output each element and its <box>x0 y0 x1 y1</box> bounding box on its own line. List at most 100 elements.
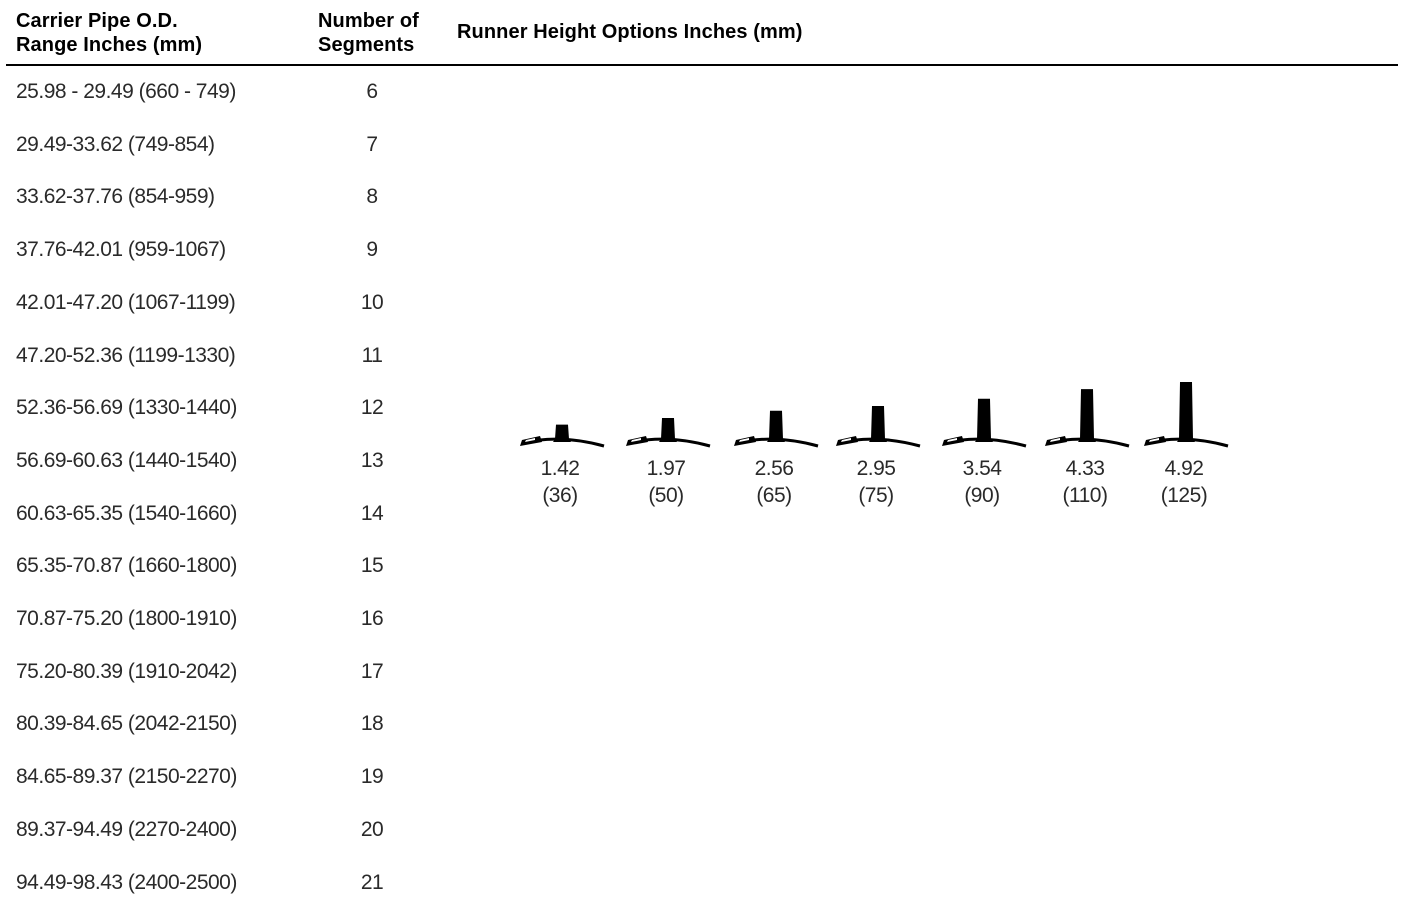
runner-clip <box>734 436 756 446</box>
header-runner-height-options: Runner Height Options Inches (mm) <box>457 21 803 43</box>
runner-post <box>767 410 785 442</box>
runner-option: 1.97 (50) <box>616 376 722 516</box>
runner-height-inches: 3.54 <box>962 457 1002 480</box>
runner-height-mm: (50) <box>648 484 684 507</box>
runner-option: 1.42 (36) <box>510 376 616 516</box>
runner-clip <box>1144 436 1166 446</box>
header-number-of-segments-line2: Segments <box>318 34 415 56</box>
carrier-pipe-range: 42.01-47.20 (1067-1199) <box>16 290 236 314</box>
runner-post <box>1078 389 1096 442</box>
header-carrier-pipe-od-line1: Carrier Pipe O.D. <box>16 10 178 32</box>
runner-height-inches: 2.56 <box>754 457 794 480</box>
carrier-pipe-range: 52.36-56.69 (1330-1440) <box>16 396 237 420</box>
segment-count: 6 <box>366 80 378 103</box>
table-row: 42.01-47.20 (1067-1199) 10 <box>0 277 440 329</box>
runner-profile-icon <box>626 417 711 448</box>
runner-clip-hole <box>947 438 957 442</box>
segment-count: 9 <box>366 238 378 262</box>
runner-post <box>1177 381 1195 442</box>
table-row: 25.98 - 29.49 (660 - 749) 6 <box>0 66 440 118</box>
header-carrier-pipe-od: Carrier Pipe O.D. Range Inches (mm) <box>16 9 306 57</box>
runner-height-mm: (65) <box>756 484 792 507</box>
runner-clip-hole <box>739 438 749 442</box>
runner-option: 4.33 (110) <box>1035 376 1141 516</box>
carrier-pipe-range: 29.49-33.62 (749-854) <box>16 132 215 156</box>
runner-clip <box>626 436 648 446</box>
runner-clip-hole <box>631 438 641 442</box>
carrier-pipe-range: 80.39-84.65 (2042-2150) <box>16 712 237 736</box>
table-row: 70.87-75.20 (1800-1910) 16 <box>0 593 440 645</box>
table-row: 80.39-84.65 (2042-2150) 18 <box>0 698 440 750</box>
segment-count: 16 <box>360 607 384 630</box>
carrier-pipe-range: 33.62-37.76 (854-959) <box>16 185 215 209</box>
runner-clip-hole <box>1050 438 1060 442</box>
runner-height-inches: 1.42 <box>540 457 580 480</box>
segment-count: 21 <box>360 870 384 894</box>
segment-count: 20 <box>360 817 384 841</box>
runner-clip <box>1045 436 1067 446</box>
carrier-pipe-range: 56.69-60.63 (1440-1540) <box>16 448 237 472</box>
runner-profile-icon <box>1045 389 1130 448</box>
table-row: 89.37-94.49 (2270-2400) 20 <box>0 804 440 856</box>
runner-height-mm: (110) <box>1062 484 1108 507</box>
table-row: 37.76-42.01 (959-1067) 9 <box>0 224 440 276</box>
runner-post <box>869 406 887 442</box>
runner-height-mm: (75) <box>858 484 894 507</box>
carrier-pipe-range: 25.98 - 29.49 (660 - 749) <box>16 80 236 103</box>
runner-post <box>553 424 571 442</box>
segment-count: 11 <box>361 343 383 367</box>
segment-count: 12 <box>360 396 384 420</box>
segment-count: 19 <box>360 765 384 789</box>
carrier-pipe-range: 37.76-42.01 (959-1067) <box>16 238 226 262</box>
segment-count: 13 <box>360 448 384 472</box>
table-row: 75.20-80.39 (1910-2042) 17 <box>0 646 440 698</box>
runner-profile-icon <box>520 424 605 448</box>
runner-profile-icon <box>836 406 921 448</box>
runner-height-options: 1.42 (36) 1.97 (50) 2.56 (65) 2.95 (75) 3.54 (90)… <box>510 376 1250 516</box>
runner-clip-hole <box>525 438 535 442</box>
carrier-pipe-range: 70.87-75.20 (1800-1910) <box>16 607 237 630</box>
runner-clip-hole <box>841 438 851 442</box>
header-number-of-segments: Number of Segments <box>318 9 438 57</box>
runner-clip <box>942 436 964 446</box>
table-row: 84.65-89.37 (2150-2270) 19 <box>0 751 440 803</box>
runner-height-inches: 2.95 <box>856 457 896 480</box>
segment-count: 15 <box>360 554 384 578</box>
runner-clip <box>836 436 858 446</box>
segment-count: 8 <box>366 185 378 209</box>
segment-count: 10 <box>360 290 384 314</box>
table-row: 29.49-33.62 (749-854) 7 <box>0 119 440 171</box>
runner-option: 2.95 (75) <box>826 376 932 516</box>
table-row: 65.35-70.87 (1660-1800) 15 <box>0 540 440 592</box>
runner-option: 4.92 (125) <box>1134 376 1240 516</box>
segment-count: 18 <box>360 712 384 736</box>
table-row: 33.62-37.76 (854-959) 8 <box>0 171 440 223</box>
runner-clip <box>520 436 542 446</box>
carrier-pipe-range: 94.49-98.43 (2400-2500) <box>16 870 237 894</box>
runner-profile-icon <box>942 398 1027 448</box>
segment-count: 14 <box>360 501 384 525</box>
carrier-pipe-range: 89.37-94.49 (2270-2400) <box>16 817 237 841</box>
header-carrier-pipe-od-line2: Range Inches (mm) <box>16 34 203 56</box>
runner-option: 2.56 (65) <box>724 376 830 516</box>
runner-profile-icon <box>1144 381 1229 448</box>
header-number-of-segments-line1: Number of <box>318 10 419 32</box>
runner-height-mm: (90) <box>964 484 1000 507</box>
table-row: 52.36-56.69 (1330-1440) 12 <box>0 382 440 434</box>
carrier-pipe-range: 75.20-80.39 (1910-2042) <box>16 659 237 683</box>
carrier-pipe-range: 47.20-52.36 (1199-1330) <box>16 343 236 367</box>
table-row: 47.20-52.36 (1199-1330) 11 <box>0 330 440 382</box>
runner-height-mm: (125) <box>1160 484 1208 507</box>
carrier-pipe-range: 60.63-65.35 (1540-1660) <box>16 501 237 525</box>
runner-clip-hole <box>1149 438 1159 442</box>
runner-option: 3.54 (90) <box>932 376 1038 516</box>
table-row: 94.49-98.43 (2400-2500) 21 <box>0 857 440 909</box>
header-divider <box>6 64 1398 66</box>
carrier-pipe-range: 84.65-89.37 (2150-2270) <box>16 765 237 789</box>
runner-post <box>975 398 993 442</box>
runner-profile-icon <box>734 410 819 448</box>
table-row: 60.63-65.35 (1540-1660) 14 <box>0 488 440 540</box>
runner-post <box>659 417 677 442</box>
runner-height-inches: 4.92 <box>1164 457 1204 480</box>
runner-height-mm: (36) <box>542 484 578 507</box>
